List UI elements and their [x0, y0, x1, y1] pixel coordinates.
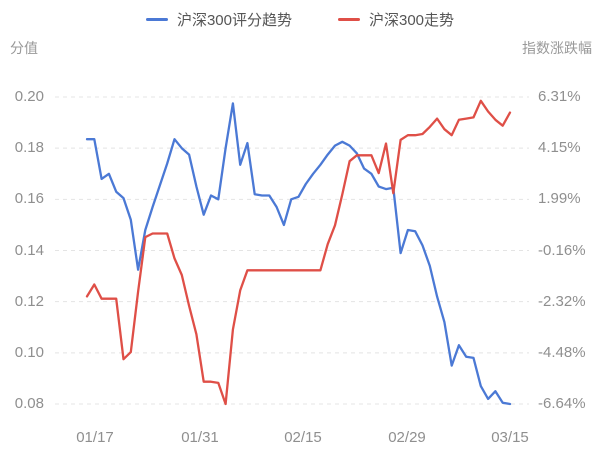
x-axis-tick: 01/17 [76, 429, 114, 446]
legend-line-swatch-red [338, 17, 360, 21]
left-axis-title: 分值 [10, 40, 38, 56]
y-axis-right-tick: -0.16% [538, 241, 586, 259]
series-line-score-trend[interactable] [85, 102, 512, 406]
y-axis-right-tick: 6.31% [538, 88, 581, 105]
y-axis-left-tick: 0.16 [14, 190, 44, 208]
y-axis-right-tick: -4.48% [538, 343, 586, 361]
y-axis-left-tick: 0.08 [14, 395, 44, 412]
legend-item-index-trend[interactable]: 沪深300走势 [338, 9, 454, 30]
y-axis-left-tick: 0.14 [14, 241, 44, 259]
y-axis-right-tick: -2.32% [538, 292, 586, 310]
x-axis-tick: 01/31 [181, 429, 219, 446]
legend-label-score-trend: 沪深300评分趋势 [176, 11, 292, 29]
y-axis-right-tick: 4.15% [538, 139, 581, 157]
chart-legend: 沪深300评分趋势 沪深300走势 [0, 8, 600, 30]
y-axis-left-tick: 0.10 [14, 343, 44, 361]
x-axis-tick: 03/15 [491, 429, 529, 446]
x-axis-tick: 02/29 [388, 429, 426, 446]
y-axis-left-tick: 0.20 [14, 88, 44, 105]
legend-label-index-trend: 沪深300走势 [369, 11, 455, 29]
legend-item-score-trend[interactable]: 沪深300评分趋势 [145, 9, 292, 30]
y-axis-left-tick: 0.12 [14, 292, 44, 310]
y-axis-right-tick: -6.64% [538, 395, 586, 412]
y-axis-left-tick: 0.18 [14, 139, 44, 157]
x-axis-tick: 02/15 [284, 429, 322, 446]
series-line-index-change[interactable] [85, 99, 512, 406]
legend-line-swatch-blue [145, 17, 168, 21]
right-axis-title: 指数涨跌幅 [522, 40, 592, 56]
y-axis-right-tick: 1.99% [538, 190, 581, 208]
